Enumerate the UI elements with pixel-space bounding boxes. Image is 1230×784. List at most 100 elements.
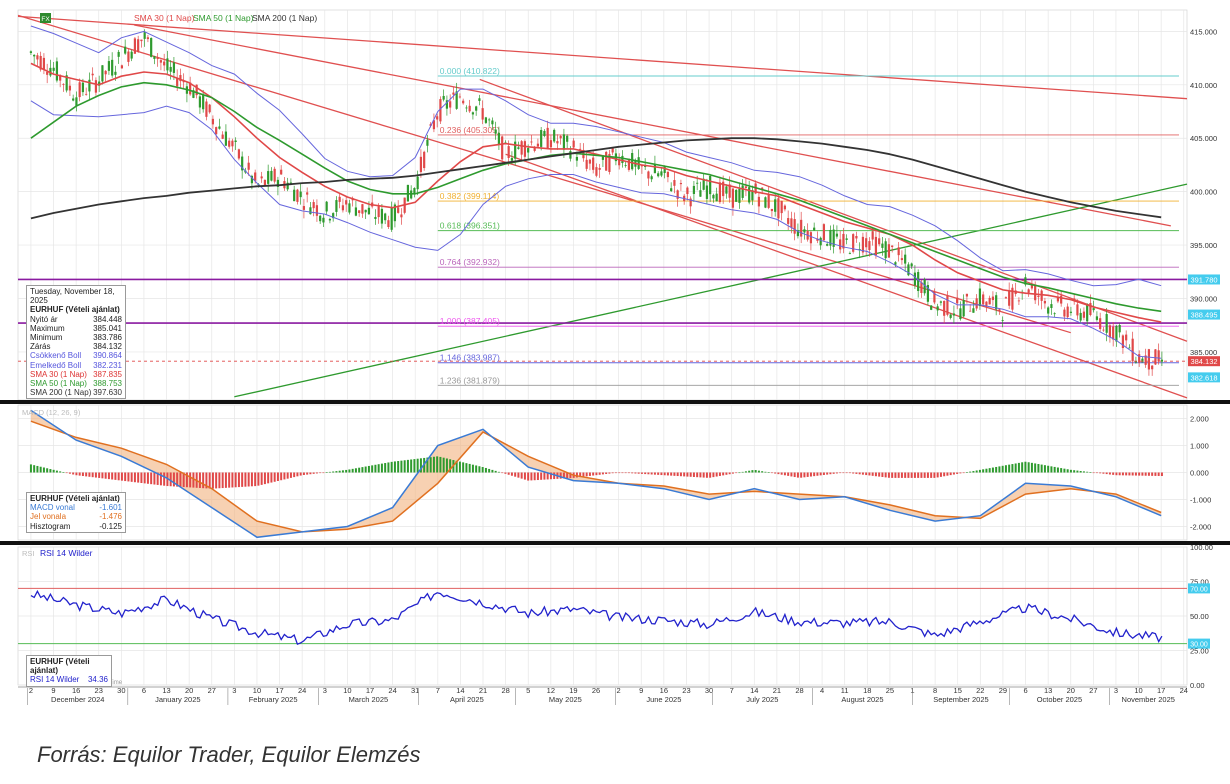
price-info-label: Emelkedő Boll: [30, 360, 82, 370]
candle-body: [611, 147, 614, 153]
x-tick-day: 20: [1067, 686, 1075, 695]
macd-histogram-bar: [910, 472, 913, 478]
x-tick-day: 28: [795, 686, 803, 695]
candle-body: [907, 264, 910, 276]
candle-body: [198, 96, 202, 108]
candle-body: [384, 213, 387, 221]
macd-histogram-bar: [835, 472, 838, 474]
macd-histogram-bar: [728, 472, 731, 475]
candle-body: [1079, 312, 1082, 321]
macd-histogram-bar: [1004, 465, 1007, 473]
macd-histogram-bar: [517, 472, 520, 478]
candle-body: [55, 61, 59, 81]
sma30-line: [30, 62, 1162, 323]
macd-histogram-bar: [696, 472, 699, 478]
price-tag: [1188, 274, 1220, 285]
macd-histogram-bar: [1147, 472, 1150, 476]
candle-body: [260, 176, 263, 179]
macd-histogram-bar: [42, 467, 45, 473]
macd-histogram-bar: [562, 472, 565, 479]
macd-histogram-bar: [354, 468, 357, 473]
macd-histogram-bar: [111, 472, 114, 480]
candle-body: [462, 100, 465, 104]
x-tick-day: 25: [886, 686, 894, 695]
macd-histogram-bar: [270, 472, 273, 483]
candle-body: [1141, 358, 1144, 363]
macd-histogram-bar: [322, 472, 325, 474]
macd-histogram-bar: [429, 457, 432, 473]
macd-histogram-bar: [488, 468, 491, 473]
candle-body: [819, 237, 822, 246]
macd-histogram-bar: [358, 467, 361, 473]
candle-body: [663, 166, 666, 174]
x-tick-month: October 2025: [1037, 695, 1082, 704]
candle-body: [1011, 287, 1014, 310]
macd-info-row: Jel vonala -1.476: [30, 512, 122, 521]
macd-histogram-bar: [413, 459, 416, 473]
price-info-value: 397.630: [93, 388, 122, 398]
candle-body: [861, 236, 865, 253]
x-tick-day: 15: [954, 686, 962, 695]
candle-body: [1102, 329, 1105, 331]
candle-body: [650, 176, 653, 180]
candle-body: [39, 55, 42, 70]
macd-histogram-bar: [299, 472, 302, 476]
candle-body: [68, 85, 72, 91]
candle-body: [231, 140, 234, 147]
macd-histogram-bar: [150, 472, 153, 485]
macd-histogram-bar: [962, 472, 965, 474]
macd-info-label: MACD vonal: [30, 503, 75, 513]
macd-histogram-bar: [1089, 472, 1092, 473]
macd-histogram-bar: [1030, 462, 1033, 473]
macd-histogram-bar: [939, 472, 942, 477]
candle-body: [972, 308, 975, 313]
macd-histogram-bar: [887, 472, 890, 478]
macd-histogram-bar: [1043, 465, 1046, 473]
candle-body: [348, 203, 351, 213]
macd-histogram-bar: [783, 472, 786, 476]
macd-histogram-bar: [254, 472, 257, 487]
eurhuf-chart[interactable]: 2 9 16 23 30 6 13 20 27 3 10 17 24 3 10 17 24 31 7 14 21 28 5 1…: [0, 0, 1230, 740]
candle-body: [439, 99, 442, 122]
candle-body: [309, 207, 312, 215]
x-tick-day: 30: [117, 686, 125, 695]
candle-body: [904, 254, 907, 264]
candle-body: [364, 209, 367, 213]
candle-body: [777, 198, 780, 219]
macd-histogram-bar: [933, 472, 936, 478]
candle-body: [1144, 355, 1147, 365]
candle-body: [631, 153, 634, 170]
rsi-y-tick: 0.00: [1190, 681, 1205, 690]
macd-histogram-bar: [468, 463, 471, 473]
macd-histogram-bar: [309, 472, 312, 475]
macd-histogram-bar: [722, 472, 725, 476]
macd-histogram-bar: [920, 472, 923, 478]
x-tick-month: September 2025: [933, 695, 988, 704]
candle-body: [1115, 325, 1118, 342]
macd-histogram-bar: [566, 472, 569, 479]
macd-histogram-bar: [273, 472, 276, 482]
macd-histogram-bar: [390, 461, 393, 473]
candle-body: [1066, 306, 1069, 318]
candle-body: [458, 96, 462, 98]
candle-body: [653, 163, 657, 174]
x-tick-day: 24: [1180, 686, 1188, 695]
macd-histogram-bar: [328, 471, 331, 473]
macd-histogram-bar: [858, 472, 861, 475]
macd-histogram-bar: [774, 472, 777, 474]
candle-body: [1157, 350, 1160, 362]
x-tick-day: 8: [933, 686, 937, 695]
macd-histogram-bar: [462, 462, 465, 473]
macd-histogram-bar: [374, 464, 377, 473]
x-tick-day: 28: [501, 686, 509, 695]
macd-histogram-bar: [312, 472, 315, 474]
macd-histogram-bar: [504, 472, 507, 474]
macd-y-tick: -2.000: [1190, 523, 1211, 532]
candle-body: [809, 232, 813, 244]
candle-body: [397, 207, 400, 213]
candle-body: [328, 218, 332, 221]
x-tick-day: 7: [436, 686, 440, 695]
candle-body: [689, 198, 692, 207]
macd-histogram-bar: [614, 472, 617, 474]
macd-histogram-bar: [114, 472, 117, 480]
